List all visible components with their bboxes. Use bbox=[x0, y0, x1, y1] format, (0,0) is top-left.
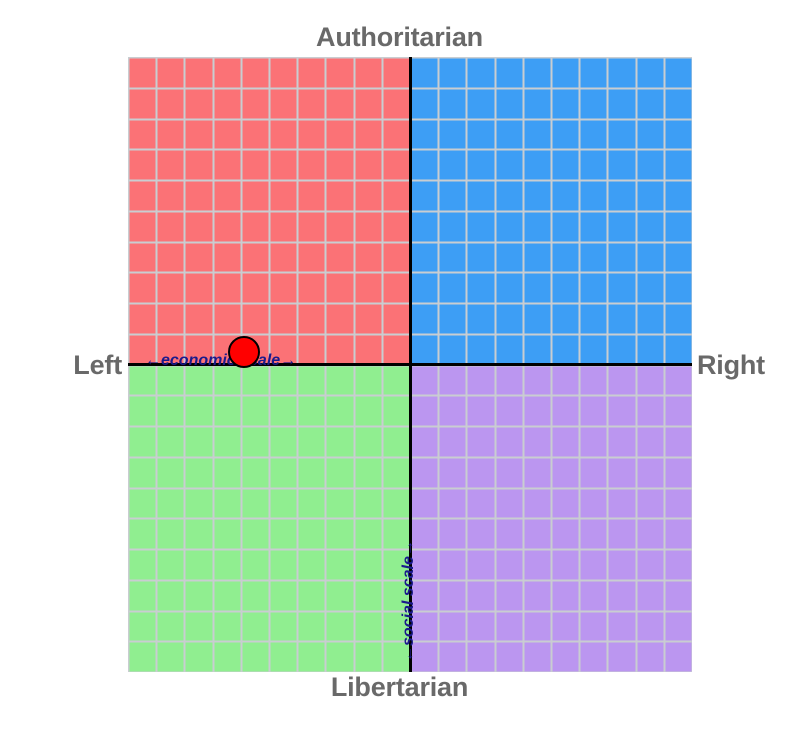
axis-label-right: Right bbox=[697, 350, 765, 380]
quadrant-authoritarian-right bbox=[410, 57, 692, 365]
axis-label-left: Left bbox=[73, 350, 122, 380]
plotted-position-marker[interactable] bbox=[227, 336, 260, 369]
plot-area: ←economic scale→ ←social scale→ bbox=[128, 57, 692, 672]
horizontal-axis bbox=[128, 363, 692, 366]
social-scale-caption: ←social scale→ bbox=[400, 540, 417, 662]
economic-scale-caption: ←economic scale→ bbox=[145, 352, 297, 369]
axis-label-libertarian: Libertarian bbox=[330, 672, 469, 702]
quadrant-libertarian-right bbox=[410, 364, 692, 672]
quadrant-authoritarian-left bbox=[128, 57, 410, 365]
quadrant-libertarian-left bbox=[128, 364, 410, 672]
axis-label-authoritarian: Authoritarian bbox=[316, 22, 483, 52]
